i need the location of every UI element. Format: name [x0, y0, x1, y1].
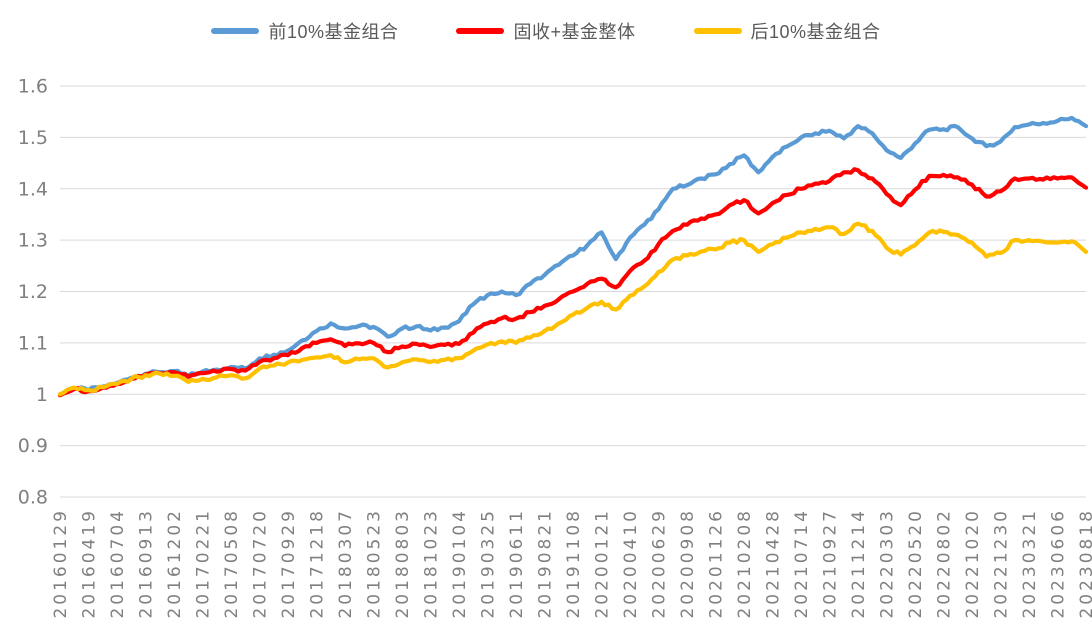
x-tick-label: 20220802: [935, 508, 955, 619]
x-tick-label: 20200629: [650, 508, 670, 619]
y-tick-label: 1.3: [18, 230, 48, 252]
series-line-1: [57, 167, 1089, 398]
legend-item-bottom10: 后10%基金组合: [693, 18, 881, 44]
x-tick-label: 20200410: [621, 508, 641, 619]
x-tick-label: 20190611: [507, 508, 527, 619]
x-tick-label: 20160419: [80, 508, 100, 619]
x-tick-label: 20230818: [1077, 508, 1092, 619]
x-tick-label: 20221020: [963, 508, 983, 619]
x-tick-label: 20200908: [678, 508, 698, 619]
legend-item-top10: 前10%基金组合: [211, 18, 398, 44]
x-tick-label: 20160913: [137, 508, 157, 619]
legend-label-overall: 固收+基金整体: [513, 22, 636, 42]
x-tick-label: 20170221: [194, 508, 214, 619]
chart-legend: 前10%基金组合 固收+基金整体 后10%基金组合: [0, 18, 1092, 44]
x-tick-label: 20160129: [51, 508, 71, 619]
x-tick-label: 20210428: [764, 508, 784, 619]
x-tick-label: 20180523: [365, 508, 385, 619]
y-tick-label: 1.6: [18, 76, 48, 98]
x-tick-label: 20170929: [279, 508, 299, 619]
x-tick-label: 20201126: [707, 508, 727, 619]
legend-item-overall: 固收+基金整体: [456, 18, 635, 44]
legend-label-bottom10: 后10%基金组合: [750, 22, 881, 42]
x-tick-label: 20170720: [251, 508, 271, 619]
x-tick-label: 20170508: [222, 508, 242, 619]
x-tick-label: 20171218: [308, 508, 328, 619]
x-tick-label: 20190104: [450, 508, 470, 619]
y-tick-label: 1.2: [18, 281, 48, 303]
x-tick-label: 20180307: [336, 508, 356, 619]
x-tick-label: 20200121: [593, 508, 613, 619]
x-tick-label: 20160704: [108, 508, 128, 619]
x-tick-label: 20161202: [165, 508, 185, 619]
x-tick-label: 20221230: [992, 508, 1012, 619]
x-tick-label: 20180803: [393, 508, 413, 619]
x-tick-label: 20210927: [821, 508, 841, 619]
legend-label-top10: 前10%基金组合: [268, 22, 399, 42]
x-tick-label: 20230321: [1020, 508, 1040, 619]
series-line-0: [57, 115, 1089, 397]
y-tick-label: 0.9: [18, 435, 48, 457]
x-tick-label: 20190325: [479, 508, 499, 619]
x-tick-label: 20190821: [536, 508, 556, 619]
x-tick-label: 20181023: [422, 508, 442, 619]
legend-line-swatch-red: [456, 28, 505, 34]
legend-line-swatch-yellow: [693, 28, 742, 34]
x-tick-label: 20220520: [906, 508, 926, 619]
legend-line-swatch-blue: [211, 28, 260, 34]
x-tick-label: 20230606: [1049, 508, 1069, 619]
x-tick-label: 20210714: [792, 508, 812, 619]
series-line-2: [57, 221, 1089, 397]
x-tick-label: 20220303: [878, 508, 898, 619]
y-tick-label: 1.5: [18, 127, 48, 149]
y-tick-label: 1.4: [18, 178, 48, 200]
x-tick-label: 20210208: [735, 508, 755, 619]
y-tick-label: 0.8: [18, 487, 48, 509]
y-tick-label: 1.1: [18, 332, 48, 354]
x-tick-label: 20211214: [849, 508, 869, 619]
y-tick-label: 1: [36, 384, 48, 406]
x-tick-label: 20191108: [564, 508, 584, 619]
